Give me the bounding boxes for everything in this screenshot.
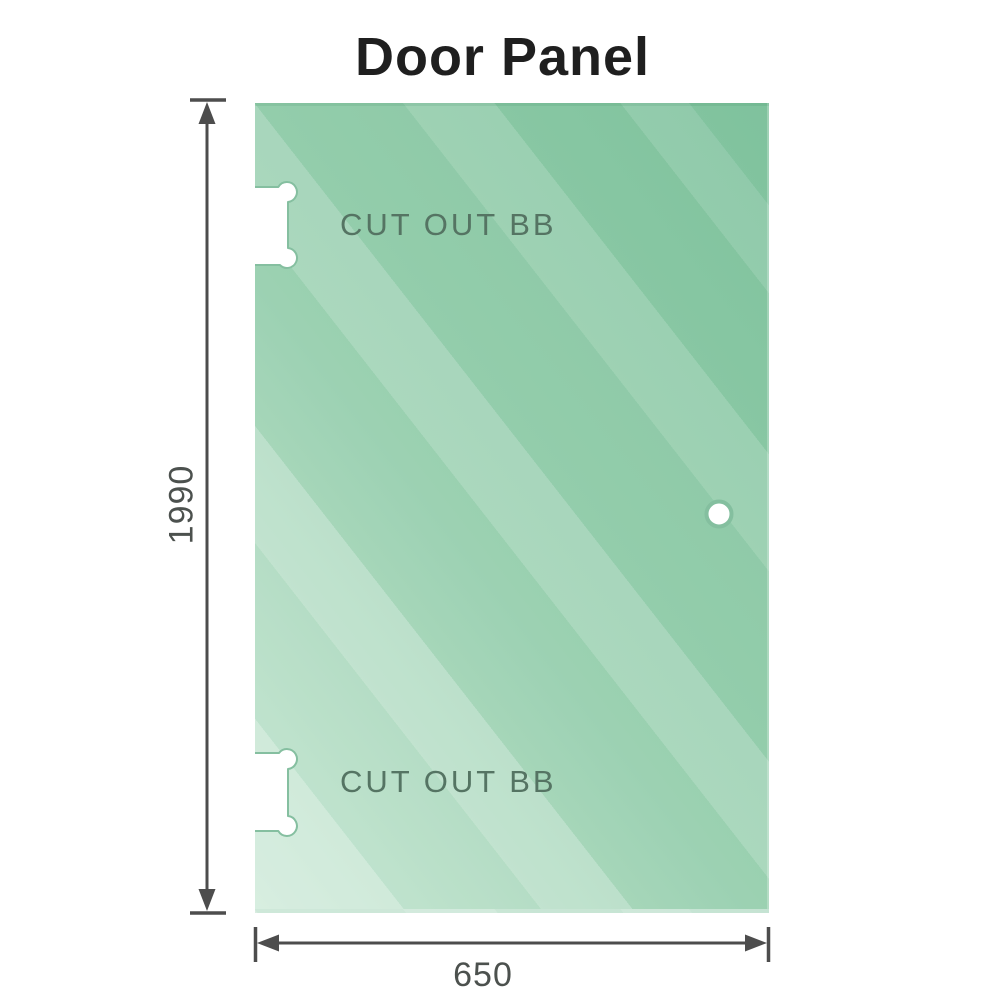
- diagram-title: Door Panel: [354, 27, 651, 87]
- cutout-top-label: CUT OUT BB: [340, 207, 557, 242]
- arrow-up-icon: [198, 102, 216, 124]
- width-dimension-value: 650: [453, 956, 513, 994]
- arrow-down-icon: [198, 889, 216, 911]
- arrow-right-icon: [745, 934, 767, 952]
- height-dimension-value: 1990: [162, 464, 201, 545]
- glass-door-panel: [255, 103, 769, 913]
- arrow-left-icon: [257, 934, 279, 952]
- cutout-bottom-label: CUT OUT BB: [340, 764, 557, 799]
